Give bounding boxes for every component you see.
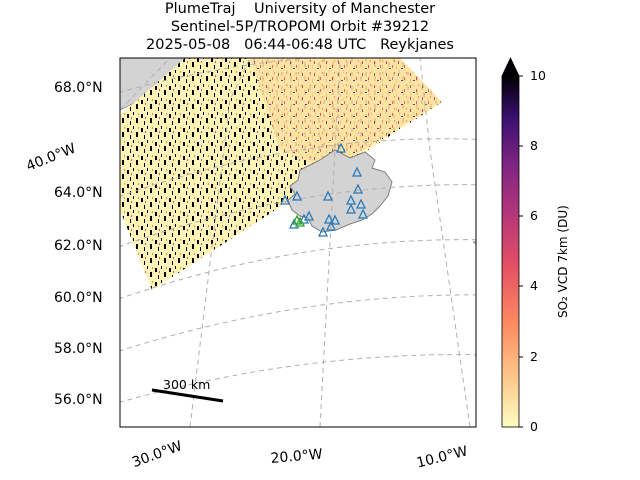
volcano-triangle-icon xyxy=(279,194,291,205)
volcano-markers xyxy=(279,142,369,237)
colorbar-title: SO₂ VCD 7km (DU) xyxy=(556,205,570,318)
map-title: PlumeTraj University of Manchester Senti… xyxy=(110,0,490,54)
volcano-triangle-icon xyxy=(291,190,303,201)
colorbar-tick-6: 6 xyxy=(530,208,538,223)
volcano-triangle-icon xyxy=(335,142,347,153)
volcano-triangle-icon xyxy=(352,183,364,194)
volcano-triangle-icon xyxy=(345,203,357,214)
volcano-triangle-icon xyxy=(329,214,341,225)
volcano-triangle-icon xyxy=(303,210,315,221)
colorbar xyxy=(501,75,520,428)
volcano-triangle-icon xyxy=(351,166,363,177)
map-frame xyxy=(119,57,477,428)
title-line-3: 2025-05-08 06:44-06:48 UTC Reykjanes xyxy=(146,37,454,53)
title-line-2: Sentinel-5P/TROPOMI Orbit #39212 xyxy=(170,19,430,35)
volcano-triangle-icon xyxy=(323,213,335,224)
lat-label-62: 62.0°N xyxy=(54,238,103,254)
lat-label-68: 68.0°N xyxy=(54,80,103,96)
volcano-triangle-icon xyxy=(298,213,310,224)
lat-label-64: 64.0°N xyxy=(54,185,103,201)
colorbar-tick-10: 10 xyxy=(530,68,546,83)
longitude-gridlines xyxy=(120,58,471,427)
title-line-1: PlumeTraj University of Manchester xyxy=(164,1,436,17)
colorbar-tick-8: 8 xyxy=(530,138,538,153)
colorbar-tick-4: 4 xyxy=(530,278,538,293)
iceland-land xyxy=(287,149,393,233)
volcano-triangle-icon xyxy=(317,226,329,237)
colorbar-tick-2: 2 xyxy=(530,349,538,364)
scale-bar xyxy=(151,388,224,403)
colorbar-extend-arrow xyxy=(501,57,520,77)
volcano-triangle-icon xyxy=(355,198,367,209)
lat-label-58: 58.0°N xyxy=(54,341,103,357)
colorbar-ticks xyxy=(519,75,523,428)
colorbar-tick-0: 0 xyxy=(530,419,538,434)
so2-swath-east xyxy=(250,58,442,170)
latitude-gridlines xyxy=(120,58,476,403)
scale-bar-label: 300 km xyxy=(163,377,211,392)
active-volcano-triangle-icon xyxy=(294,216,306,227)
lat-label-60: 60.0°N xyxy=(54,290,103,306)
lat-label-56: 56.0°N xyxy=(54,392,103,408)
volcano-triangle-icon xyxy=(357,208,369,219)
volcano-triangle-icon xyxy=(322,190,334,201)
volcano-triangle-icon xyxy=(325,220,337,231)
